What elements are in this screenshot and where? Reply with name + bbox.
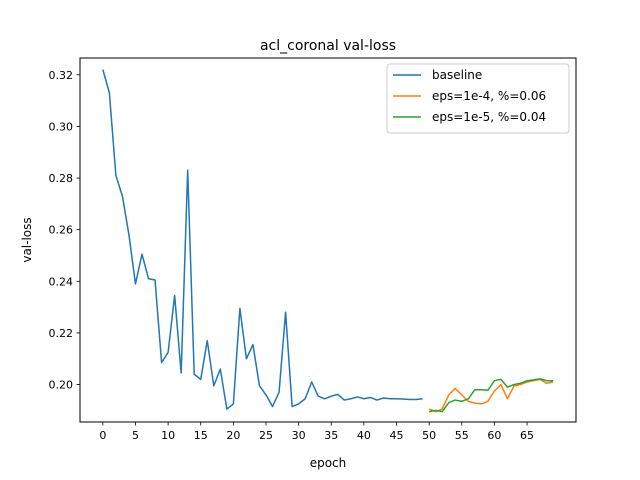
x-tick-label: 30: [292, 429, 306, 442]
series-line-1: [428, 378, 554, 413]
x-tick-label: 55: [455, 429, 469, 442]
y-tick-label: 0.26: [49, 224, 74, 237]
x-axis-label: epoch: [310, 456, 347, 470]
x-tick-label: 0: [99, 429, 106, 442]
chart-title: acl_coronal val-loss: [260, 38, 396, 54]
legend-label-2: eps=1e-5, %=0.04: [432, 110, 546, 124]
y-axis-label: val-loss: [20, 217, 34, 262]
legend: baseline eps=1e-4, %=0.06 eps=1e-5, %=0.04: [386, 63, 570, 134]
x-tick-label: 35: [324, 429, 338, 442]
x-tick-label: 5: [132, 429, 139, 442]
y-tick-label: 0.32: [49, 69, 74, 82]
y-tick-label: 0.28: [49, 172, 74, 185]
x-tick-label: 50: [422, 429, 436, 442]
plot-area: [102, 69, 554, 413]
legend-box: [386, 63, 570, 134]
x-tick-label: 45: [390, 429, 404, 442]
x-tick-label: 60: [487, 429, 501, 442]
legend-label-1: eps=1e-4, %=0.06: [432, 89, 546, 103]
plot-frame: [79, 57, 577, 423]
y-tick-label: 0.24: [49, 275, 74, 288]
x-tick-label: 40: [357, 429, 371, 442]
x-tick-label: 25: [259, 429, 273, 442]
x-tick-label: 20: [226, 429, 240, 442]
x-axis-ticks: 0 5 10 15 20 25 30 35 40 45 50 55 60 65: [99, 422, 534, 442]
y-tick-label: 0.20: [49, 379, 74, 392]
x-tick-label: 15: [194, 429, 208, 442]
legend-label-0: baseline: [432, 68, 482, 82]
y-tick-label: 0.30: [49, 120, 74, 133]
series-line-0: [102, 69, 423, 410]
series-line-2: [429, 378, 554, 413]
x-tick-label: 10: [161, 429, 175, 442]
y-axis-ticks: 0.20 0.22 0.24 0.26 0.28 0.30 0.32: [49, 69, 80, 392]
x-tick-label: 65: [520, 429, 534, 442]
y-tick-label: 0.22: [49, 327, 74, 340]
